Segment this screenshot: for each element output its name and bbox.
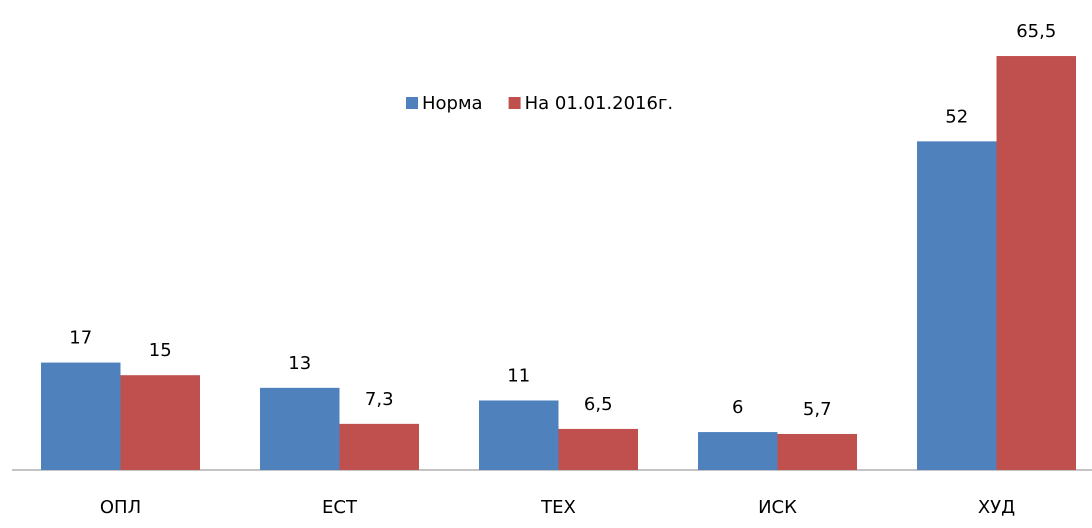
bar [260,387,340,470]
bar [558,428,638,470]
value-label: 6,5 [584,394,613,415]
bar [41,362,121,470]
x-tick-label: ТЕХ [540,497,576,518]
bar [120,375,200,470]
value-label: 5,7 [803,399,832,420]
value-label: 7,3 [365,389,394,410]
x-tick-label: ОПЛ [100,497,141,518]
legend-label: На 01.01.2016г. [525,93,674,114]
value-label: 17 [69,328,92,349]
bar [339,423,419,470]
bar [479,400,559,470]
bar [917,141,997,471]
bar [777,433,857,470]
legend-swatch [508,97,521,109]
bar [698,432,778,470]
value-label: 52 [945,106,968,127]
value-label: 15 [149,340,172,361]
x-tick-label: ИСК [758,497,797,518]
x-tick-label: ЕСТ [322,497,358,518]
value-label: 65,5 [1016,21,1056,42]
legend-swatch [406,97,418,109]
value-label: 13 [288,353,311,374]
x-tick-label: ХУД [978,497,1015,518]
value-label: 11 [507,365,530,386]
value-label: 6 [732,397,743,418]
bar [996,56,1076,470]
legend-label: Норма [422,93,483,114]
